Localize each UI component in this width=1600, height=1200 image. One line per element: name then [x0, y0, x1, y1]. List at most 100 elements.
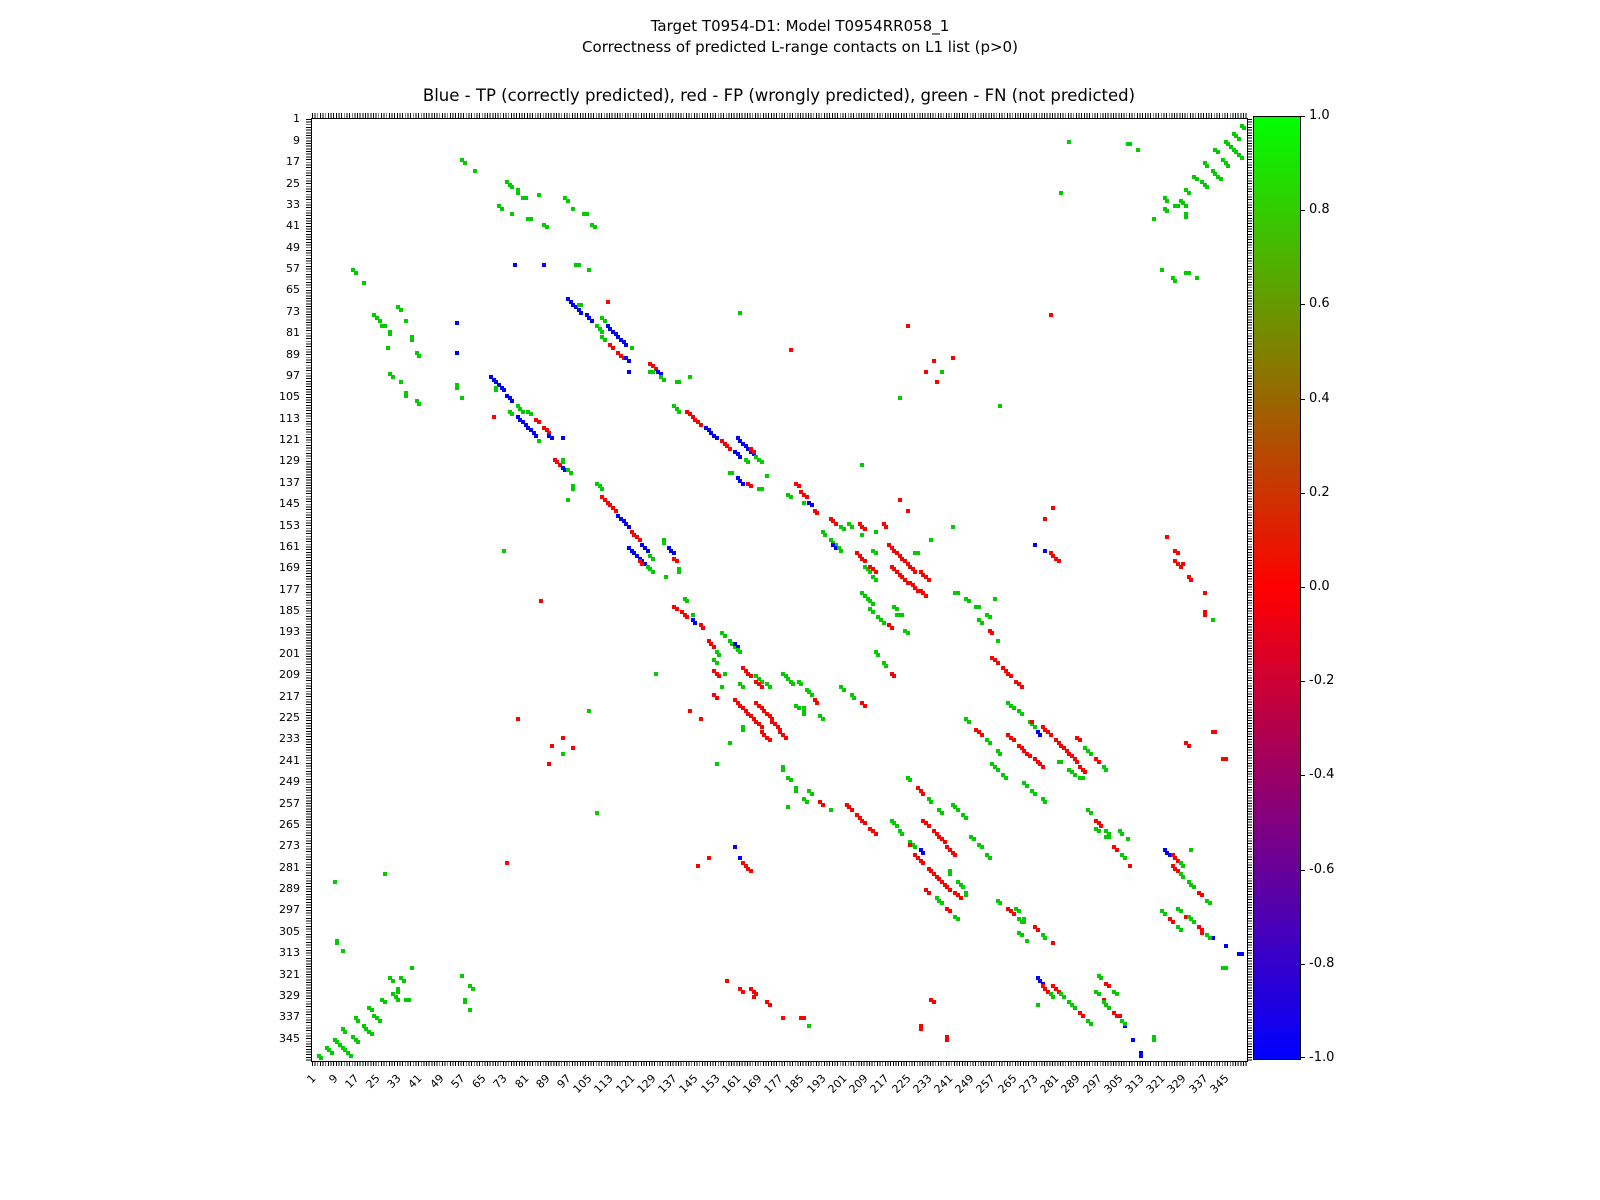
contact-point-fn [860, 532, 865, 537]
contact-point-tp [1123, 1024, 1127, 1029]
x-tick-label-text: 297 [1080, 1071, 1105, 1096]
x-tick-label-text: 97 [554, 1071, 574, 1091]
contact-point-fn [1069, 770, 1074, 775]
contact-point-fn [786, 676, 791, 681]
contact-point-fn [674, 406, 679, 411]
contact-point-fp [1115, 847, 1119, 852]
contact-point-fn [820, 716, 825, 721]
contact-point-fp [1003, 668, 1008, 673]
contact-point-fn [351, 1034, 356, 1039]
contact-point-fn [393, 994, 398, 999]
contact-point-fn [571, 487, 576, 492]
contact-point-fn [388, 332, 393, 337]
contact-point-fn [1199, 179, 1204, 184]
contact-point-fn [398, 976, 403, 981]
contact-point-fn [576, 302, 581, 307]
contact-point-fn [969, 834, 974, 839]
contact-point-fp [738, 703, 743, 708]
contact-point-tp [512, 262, 517, 267]
contact-point-fn [823, 532, 828, 537]
contact-point-fn [1178, 928, 1183, 933]
contact-point-fn [650, 369, 655, 374]
contact-point-fp [764, 735, 769, 740]
contact-point-tp [703, 425, 708, 430]
contact-point-fp [749, 986, 753, 991]
contact-point-fn [1016, 909, 1021, 914]
contact-point-fn [1221, 158, 1226, 163]
contact-point-fp [605, 300, 610, 305]
contact-point-fp [608, 503, 613, 508]
contact-point-fn [1160, 909, 1165, 914]
contact-point-fp [746, 711, 751, 716]
contact-point-fp [560, 735, 565, 740]
contact-point-fp [1056, 559, 1061, 564]
contact-point-fn [1043, 936, 1048, 941]
contact-point-fp [775, 725, 780, 729]
contact-point-fn [459, 396, 464, 401]
contact-point-fp [1199, 930, 1204, 935]
contact-point-fp [1115, 1013, 1119, 1018]
contact-point-fn [868, 570, 873, 574]
contact-point-fn [1112, 989, 1117, 994]
contact-point-fn [897, 829, 902, 834]
contact-point-fn [802, 500, 806, 505]
contact-point-fp [921, 591, 926, 596]
contact-point-fp [1016, 682, 1021, 687]
contact-point-fn [351, 268, 356, 272]
x-tick-label-text: 177 [761, 1071, 786, 1096]
contact-point-fp [698, 716, 703, 721]
contact-point-fn [467, 1008, 472, 1013]
axes-title: Blue - TP (correctly predicted), red - F… [422, 86, 1136, 105]
contact-point-fp [905, 561, 910, 566]
y-tick-label: 89 [286, 347, 300, 361]
contact-point-fn [794, 786, 799, 791]
contact-point-fp [860, 556, 865, 561]
contact-point-fn [1040, 797, 1045, 802]
contact-point-fn [892, 604, 897, 609]
contact-point-fp [1176, 561, 1180, 566]
contact-point-fp [542, 425, 547, 430]
x-tick-label-text: 209 [846, 1071, 871, 1096]
x-tick-label-text: 57 [448, 1071, 468, 1091]
contact-point-fn [380, 324, 385, 329]
contact-point-fp [987, 628, 992, 633]
contact-point-fp [706, 855, 711, 860]
contact-point-fp [1032, 925, 1037, 930]
contact-point-fn [340, 949, 345, 954]
contact-point-fp [900, 575, 905, 580]
contact-point-tp [743, 444, 748, 449]
contact-point-fp [759, 684, 764, 689]
colorbar-tick-mark [1300, 210, 1305, 212]
contact-point-fn [1019, 933, 1024, 938]
contact-point-fp [751, 716, 756, 721]
contact-point-fn [515, 404, 520, 409]
contact-point-fn [764, 682, 769, 687]
y-tick-label: 289 [279, 882, 300, 895]
contact-point-fn [1136, 147, 1141, 152]
contact-point-fn [963, 596, 968, 601]
contact-point-fn [852, 695, 857, 700]
contact-point-fn [526, 409, 531, 414]
contact-point-fp [868, 826, 873, 831]
contact-point-fn [1099, 976, 1104, 981]
contact-point-fn [685, 599, 690, 604]
contact-point-fn [780, 765, 785, 769]
contact-point-fn [494, 385, 499, 390]
contact-point-fn [743, 457, 748, 462]
contact-point-fp [932, 829, 936, 834]
contact-point-fn [1152, 217, 1157, 222]
contact-point-fn [409, 965, 414, 970]
contact-point-fp [1107, 984, 1112, 989]
contact-point-fn [396, 989, 401, 994]
contact-point-fn [396, 305, 401, 310]
contact-point-fp [544, 428, 549, 433]
contact-point-fn [990, 762, 995, 767]
x-tick-label-text: 217 [867, 1071, 892, 1096]
contact-point-fn [454, 382, 459, 387]
contact-point-fp [916, 786, 921, 791]
contact-point-fp [945, 845, 950, 850]
contact-point-fn [515, 190, 520, 195]
contact-point-fn [953, 805, 958, 810]
contact-point-fp [693, 417, 698, 422]
contact-point-fn [863, 594, 867, 598]
